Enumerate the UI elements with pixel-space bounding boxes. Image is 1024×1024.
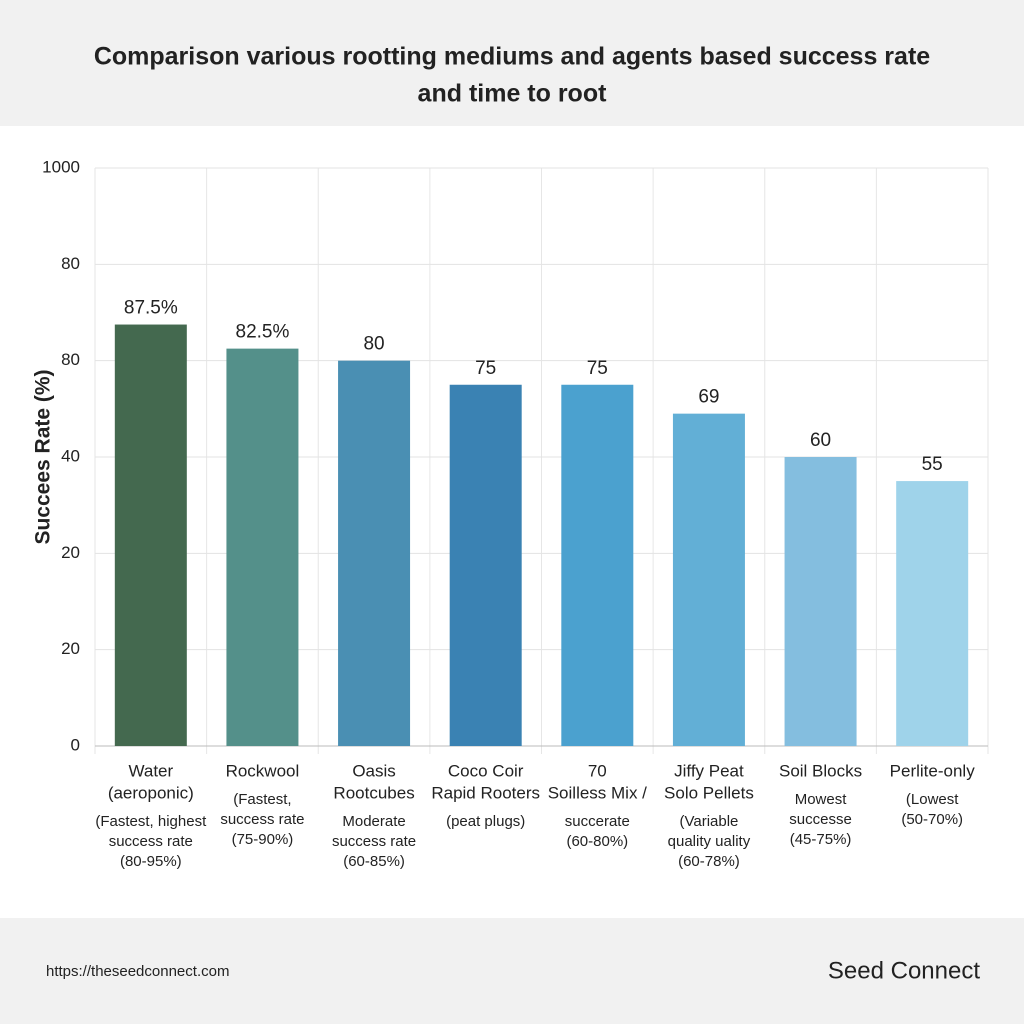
x-tick-note: succerate — [565, 813, 630, 830]
header-band — [0, 0, 1024, 126]
bar — [561, 384, 634, 746]
x-tick-note: Moderate — [342, 813, 405, 830]
x-tick-label: Jiffy Peat — [674, 761, 744, 780]
footer-brand: Seed Connect — [828, 957, 980, 984]
value-label: 60 — [810, 430, 831, 451]
x-tick-label: Solo Pellets — [664, 783, 754, 802]
x-tick-label: Oasis — [352, 761, 395, 780]
chart-title: Comparison various rootting mediums and … — [94, 43, 930, 71]
x-tick-note: (peat plugs) — [446, 813, 525, 830]
x-tick-note: Mowest — [795, 791, 848, 808]
x-tick-note: (80-95%) — [120, 853, 182, 870]
y-tick-label: 40 — [61, 446, 80, 465]
x-tick-note: (60-78%) — [678, 853, 740, 870]
y-tick-label: 80 — [61, 350, 80, 369]
x-tick-label: 70 — [588, 761, 607, 780]
bar — [114, 324, 187, 746]
x-tick-note: (Variable — [679, 813, 738, 830]
x-tick-label: (aeroponic) — [108, 783, 194, 802]
footer-band — [0, 918, 1024, 1024]
footer-url: https://theseedconnect.com — [46, 963, 229, 980]
x-tick-note: (50-70%) — [901, 811, 963, 828]
x-tick-note: (Fastest, highest — [95, 813, 207, 830]
bar — [784, 457, 857, 746]
x-tick-label: Rapid Rooters — [431, 783, 540, 802]
bar — [449, 384, 522, 746]
x-tick-note: (Fastest, — [233, 791, 291, 808]
x-tick-label: Soil Blocks — [779, 761, 862, 780]
x-tick-label: Perlite-only — [890, 761, 976, 780]
value-label: 82.5% — [236, 322, 290, 343]
x-tick-note: success rate — [332, 833, 416, 850]
x-tick-note: (60-85%) — [343, 853, 405, 870]
y-tick-label: 80 — [61, 254, 80, 273]
x-tick-note: (Lowest — [906, 791, 959, 808]
bar — [338, 360, 411, 746]
chart-title: and time to root — [418, 80, 608, 108]
value-label: 55 — [922, 454, 943, 475]
x-tick-note: (45-75%) — [790, 831, 852, 848]
value-label: 75 — [475, 358, 496, 379]
x-tick-label: Rockwool — [226, 761, 300, 780]
y-tick-label: 1000 — [42, 157, 80, 176]
value-label: 69 — [698, 387, 719, 408]
value-label: 75 — [587, 358, 608, 379]
x-tick-note: quality uality — [668, 833, 751, 850]
y-tick-label: 0 — [71, 735, 80, 754]
y-tick-label: 20 — [61, 543, 80, 562]
x-tick-label: Rootcubes — [333, 783, 414, 802]
x-tick-label: Soilless Mix / — [548, 783, 647, 802]
bar — [226, 348, 299, 746]
y-tick-label: 20 — [61, 639, 80, 658]
x-tick-label: Coco Coir — [448, 761, 524, 780]
bar — [672, 413, 745, 746]
x-tick-note: success rate — [109, 833, 193, 850]
x-tick-label: Water — [128, 761, 173, 780]
x-tick-note: (75-90%) — [232, 831, 294, 848]
bar — [896, 481, 969, 746]
x-tick-note: successe — [789, 811, 852, 828]
x-tick-note: success rate — [220, 811, 304, 828]
y-axis-label: Succees Rate (%) — [32, 369, 55, 544]
value-label: 87.5% — [124, 298, 178, 319]
x-tick-note: (60-80%) — [566, 833, 628, 850]
value-label: 80 — [363, 334, 384, 355]
